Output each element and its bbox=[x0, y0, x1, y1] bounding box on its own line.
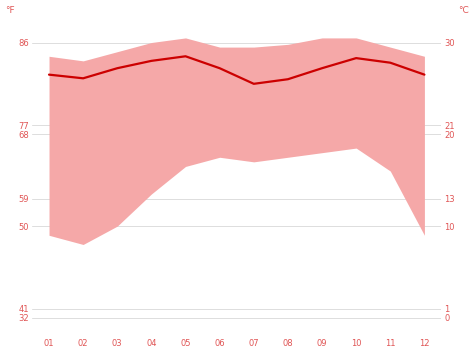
Text: °C: °C bbox=[459, 6, 469, 15]
Text: °F: °F bbox=[5, 6, 14, 15]
